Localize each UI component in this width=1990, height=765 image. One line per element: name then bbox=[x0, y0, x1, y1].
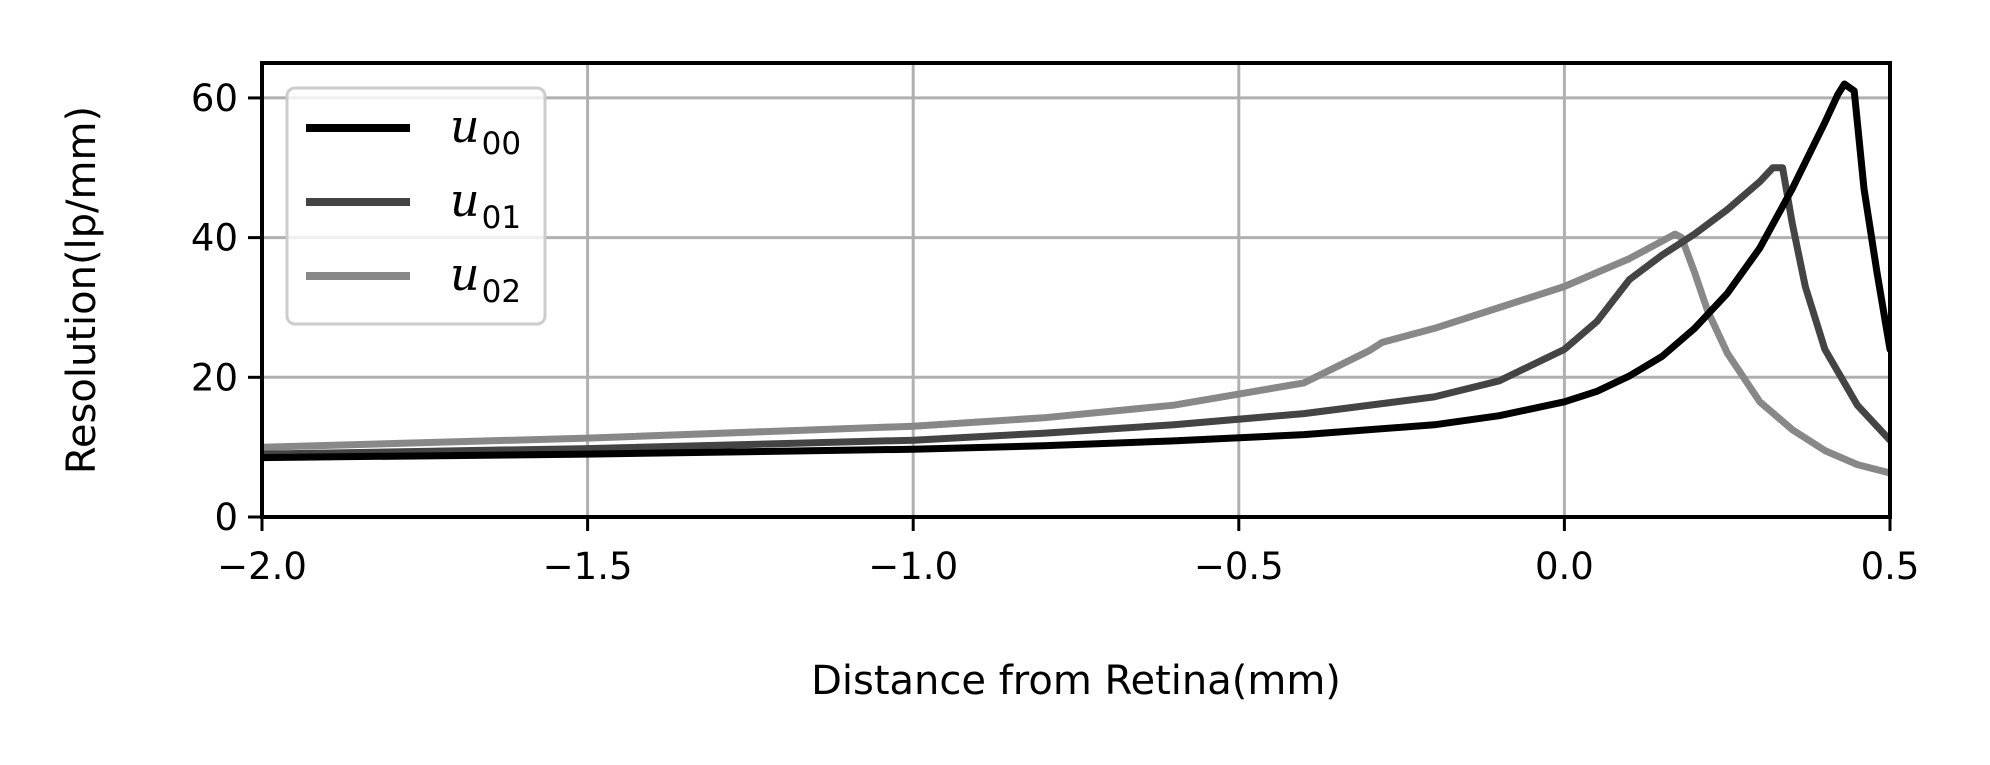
y-tick-label: 0 bbox=[214, 496, 238, 539]
legend-box bbox=[285, 86, 547, 326]
y-tick-label: 20 bbox=[191, 356, 238, 399]
legend-label-u00: u00 bbox=[450, 99, 521, 162]
x-axis-label: Distance from Retina(mm) bbox=[811, 658, 1341, 704]
series-line-u00 bbox=[262, 80, 1890, 462]
legend-label-u01: u01 bbox=[450, 173, 521, 236]
x-tick-label: −2.0 bbox=[217, 545, 307, 588]
legend-label-u02: u02 bbox=[450, 247, 521, 310]
y-axis-label: Resolution(lp/mm) bbox=[59, 106, 105, 474]
y-tick-label: 40 bbox=[191, 217, 238, 260]
series-layer bbox=[262, 80, 1890, 477]
series-line-u01 bbox=[262, 164, 1890, 458]
series-line-u02 bbox=[262, 230, 1890, 477]
legend-items: u00 u01 u02 bbox=[306, 99, 521, 310]
x-tick-label: −1.5 bbox=[543, 545, 633, 588]
plot-frame bbox=[260, 61, 1892, 519]
y-tick-label: 60 bbox=[191, 77, 238, 120]
legend: u00 u01 u02 bbox=[285, 86, 547, 326]
x-tick-label: −1.0 bbox=[868, 545, 958, 588]
x-tick-label: 0.5 bbox=[1861, 545, 1920, 588]
x-tick-label: −0.5 bbox=[1194, 545, 1284, 588]
x-tick-label: 0.0 bbox=[1535, 545, 1594, 588]
ticks: −2.0 −1.5 −1.0 −0.5 0.0 0.5 0 20 40 60 bbox=[191, 77, 1920, 588]
